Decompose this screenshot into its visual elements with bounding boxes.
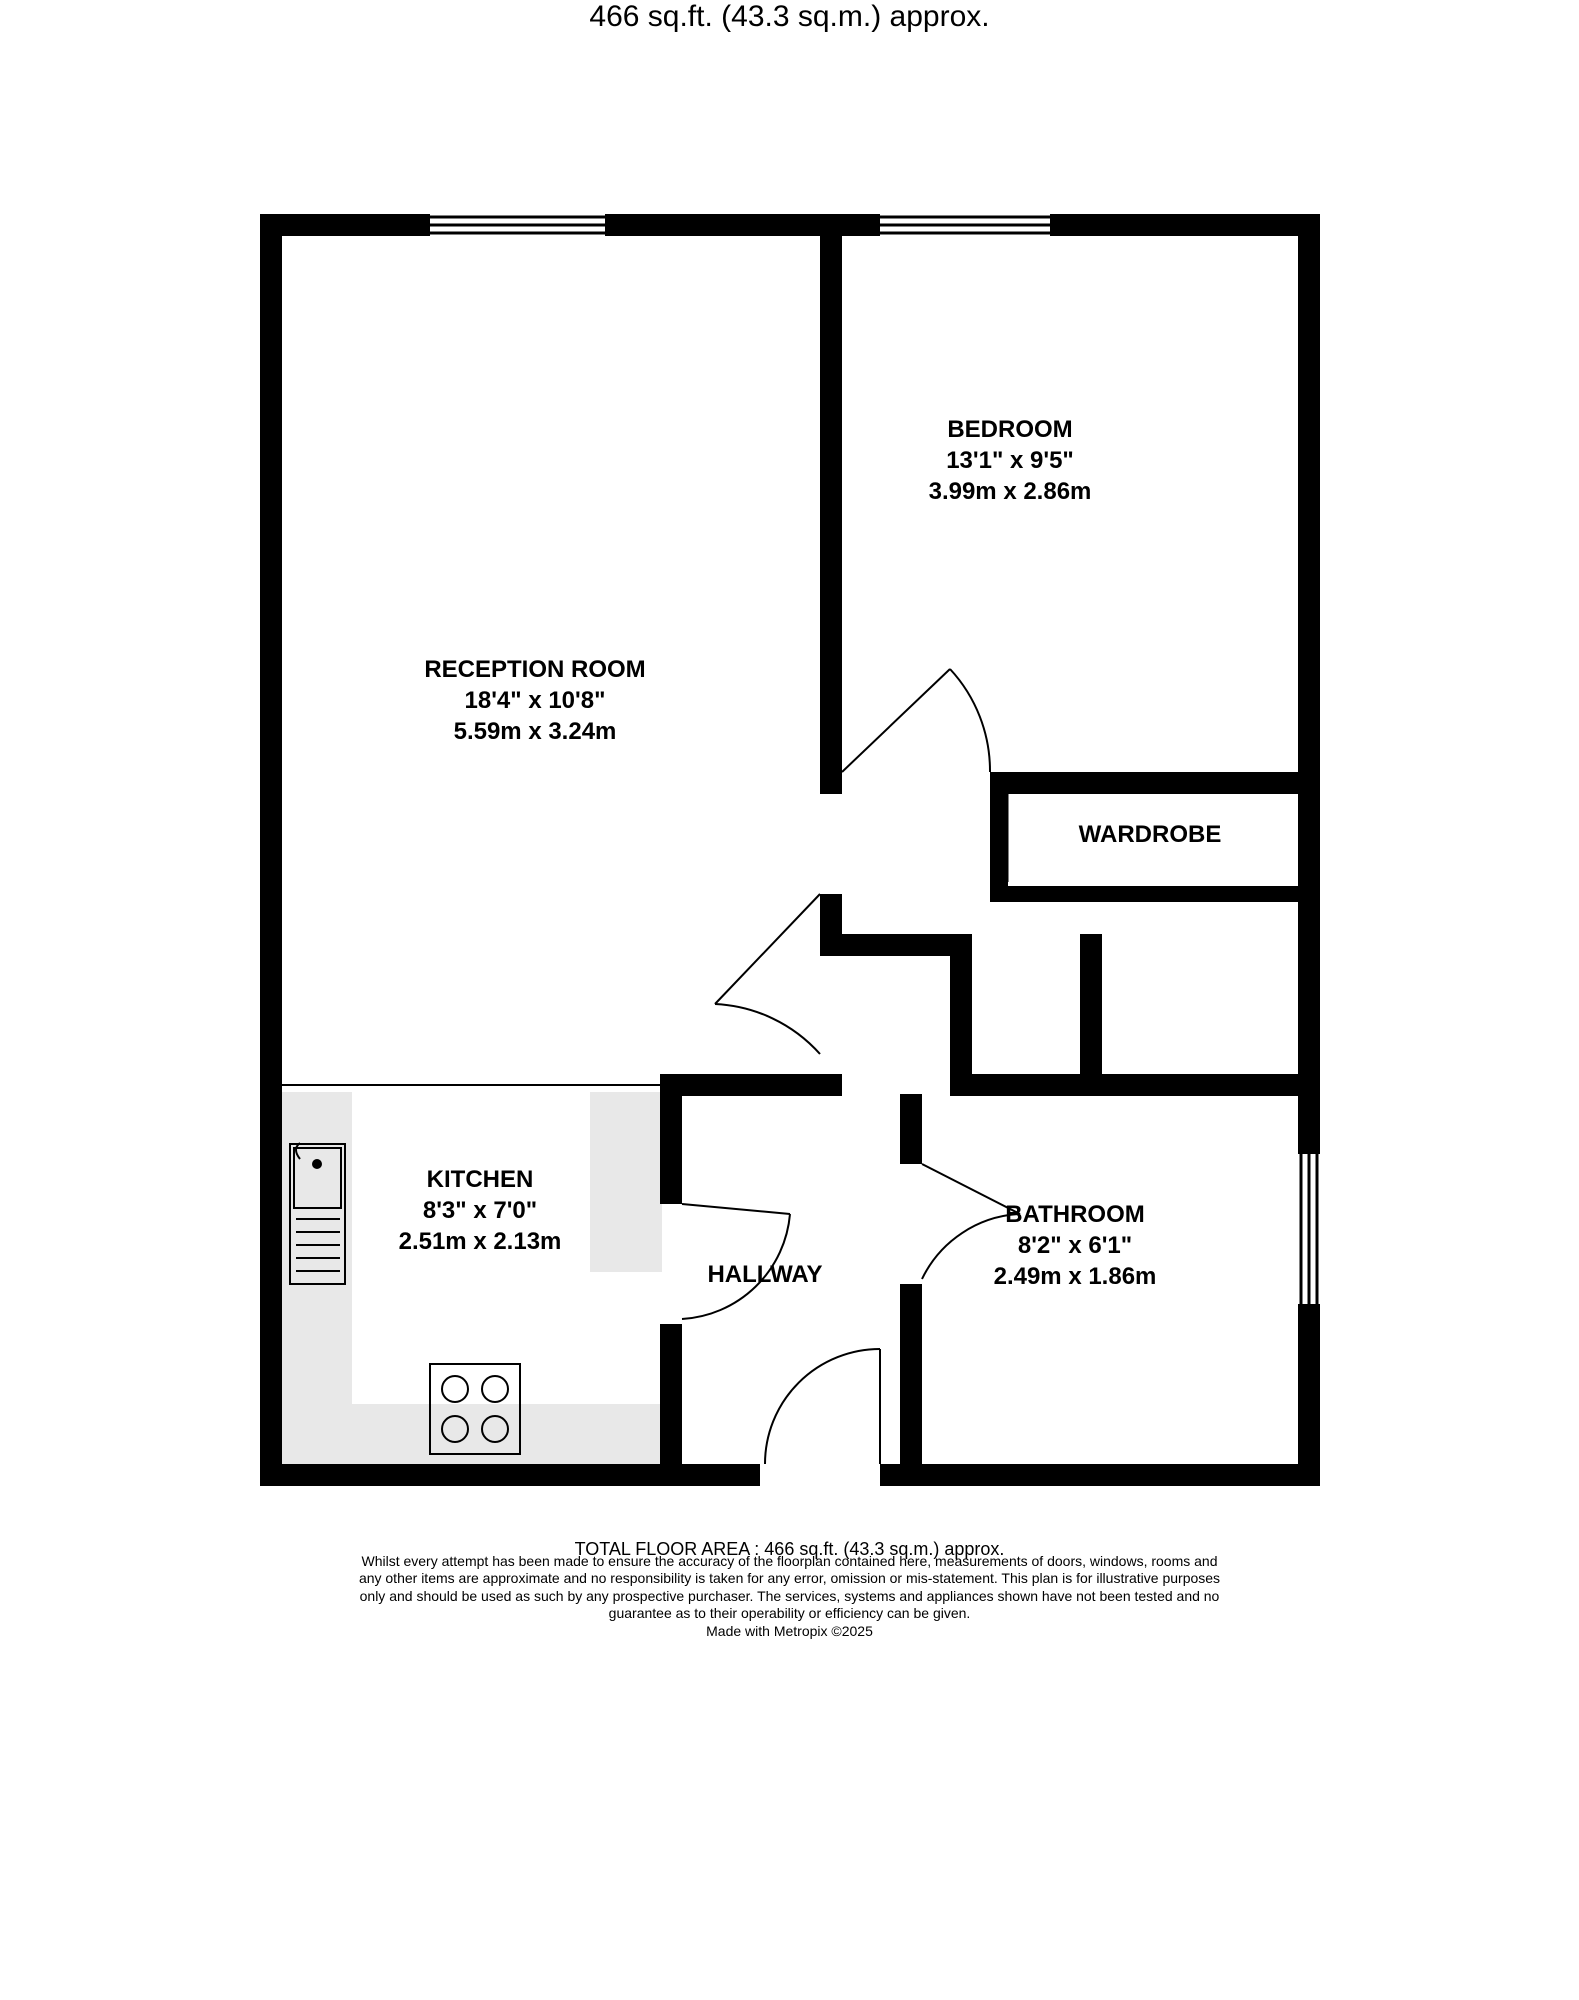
floorplan-svg — [260, 214, 1320, 1514]
bedroom-name: BEDROOM — [860, 414, 1160, 445]
label-kitchen: KITCHEN 8'3" x 7'0" 2.51m x 2.13m — [355, 1164, 605, 1258]
label-wardrobe: WARDROBE — [1020, 819, 1280, 850]
disclaimer-text: Whilst every attempt has been made to en… — [359, 1553, 1220, 1622]
floorplan-page: 466 sq.ft. (43.3 sq.m.) approx. — [0, 0, 1579, 2000]
label-reception: RECEPTION ROOM 18'4" x 10'8" 5.59m x 3.2… — [370, 654, 700, 748]
wardrobe-name: WARDROBE — [1020, 819, 1280, 850]
bedroom-dims-metric: 3.99m x 2.86m — [860, 476, 1160, 507]
floor-plan: RECEPTION ROOM 18'4" x 10'8" 5.59m x 3.2… — [260, 214, 1320, 1514]
reception-dims-imperial: 18'4" x 10'8" — [370, 685, 700, 716]
kitchen-dims-imperial: 8'3" x 7'0" — [355, 1195, 605, 1226]
hallway-name: HALLWAY — [665, 1259, 865, 1290]
label-bathroom: BATHROOM 8'2" x 6'1" 2.49m x 1.86m — [925, 1199, 1225, 1293]
kitchen-dims-metric: 2.51m x 2.13m — [355, 1226, 605, 1257]
bathroom-dims-imperial: 8'2" x 6'1" — [925, 1230, 1225, 1261]
bedroom-dims-imperial: 13'1" x 9'5" — [860, 445, 1160, 476]
label-hallway: HALLWAY — [665, 1259, 865, 1290]
kitchen-name: KITCHEN — [355, 1164, 605, 1195]
bathroom-dims-metric: 2.49m x 1.86m — [925, 1261, 1225, 1292]
made-with-text: Made with Metropix ©2025 — [706, 1623, 873, 1639]
reception-dims-metric: 5.59m x 3.24m — [370, 716, 700, 747]
disclaimer-block: Whilst every attempt has been made to en… — [350, 1553, 1229, 1641]
bathroom-name: BATHROOM — [925, 1199, 1225, 1230]
reception-name: RECEPTION ROOM — [370, 654, 700, 685]
header-area-text: 466 sq.ft. (43.3 sq.m.) approx. — [0, 0, 1579, 34]
label-bedroom: BEDROOM 13'1" x 9'5" 3.99m x 2.86m — [860, 414, 1160, 508]
